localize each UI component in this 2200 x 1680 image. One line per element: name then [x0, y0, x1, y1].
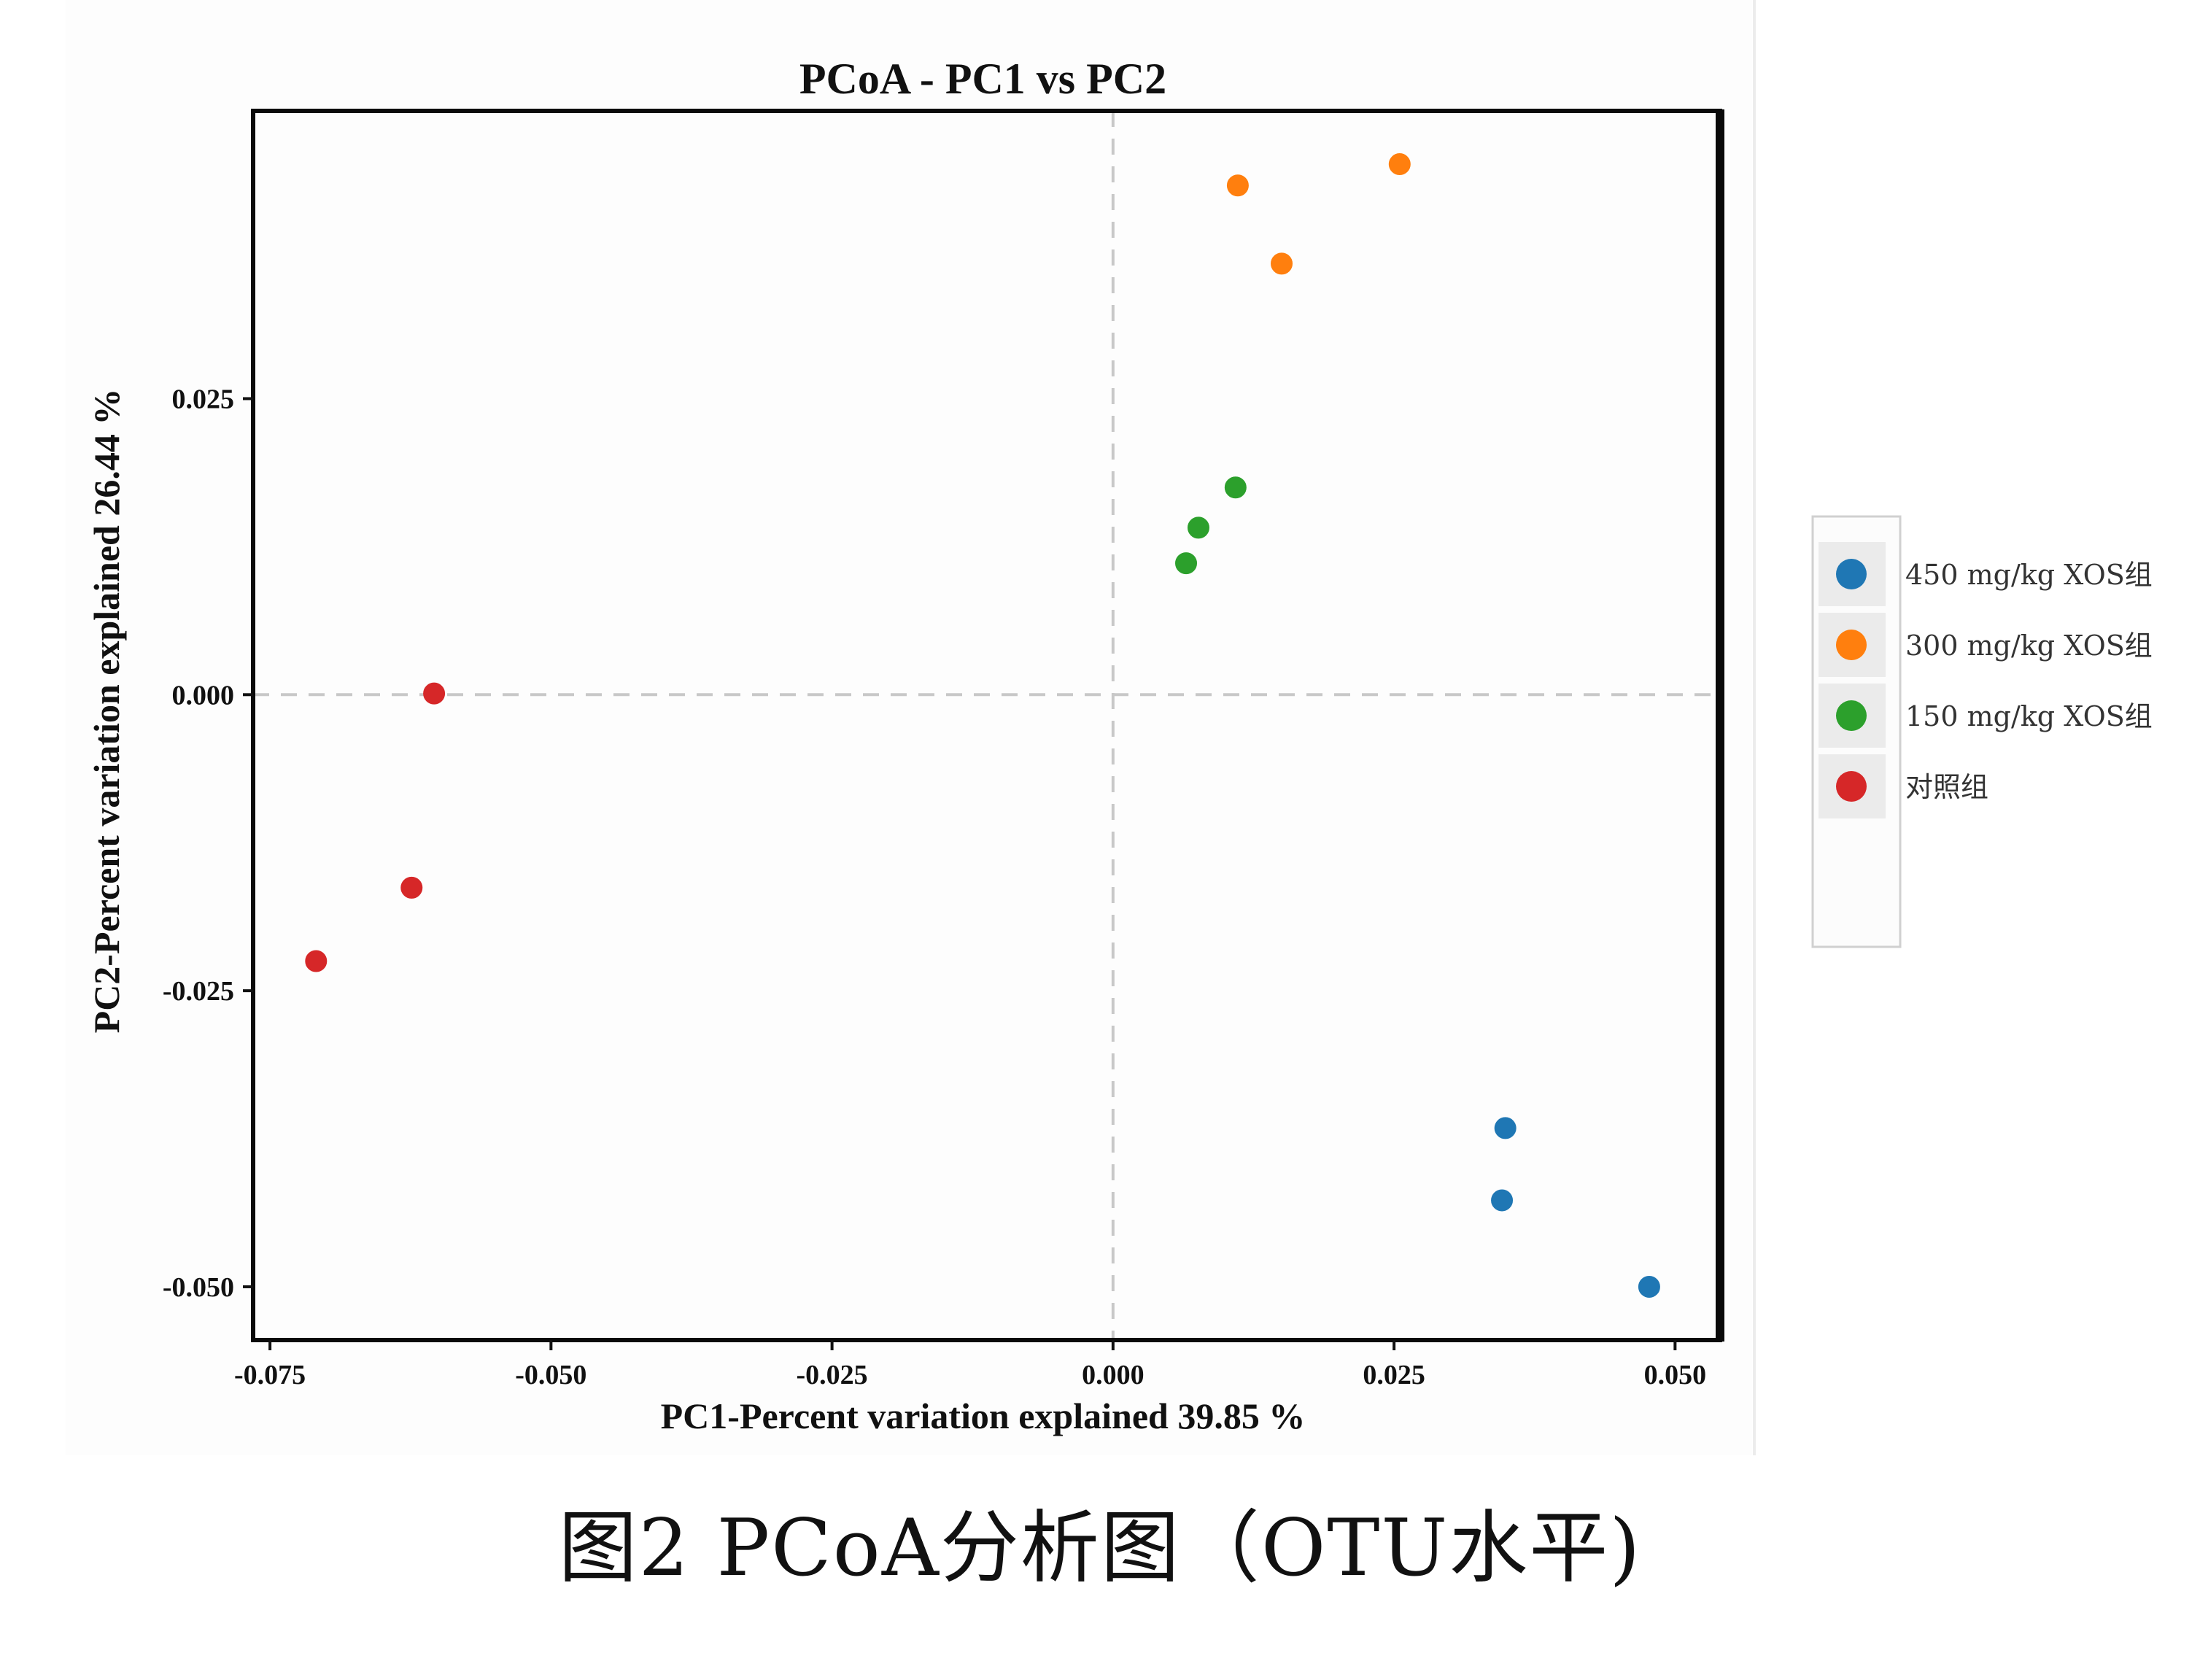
data-point — [1224, 476, 1247, 499]
data-point — [1491, 1189, 1514, 1212]
data-point — [400, 876, 423, 899]
legend-marker — [1836, 700, 1867, 731]
x-tick-label: -0.075 — [234, 1360, 306, 1390]
data-point — [305, 950, 328, 972]
legend-marker — [1836, 771, 1867, 802]
legend-marker — [1836, 559, 1867, 589]
x-tick-label: 0.050 — [1644, 1360, 1707, 1390]
plot-panel — [66, 0, 1752, 1455]
data-point — [1226, 174, 1249, 197]
pcoa-scatter-chart: -0.075 -0.050 -0.025 0.000 0.025 0.050 -0.050 -… — [86, 55, 2153, 1436]
data-point — [1494, 1117, 1517, 1139]
legend-label: 300 mg/kg XOS组 — [1905, 630, 2153, 662]
data-point — [1175, 552, 1198, 575]
data-point — [1638, 1275, 1660, 1298]
data-point — [1187, 516, 1209, 539]
figure-caption: 图2 PCoA分析图（OTU水平) — [558, 1503, 1642, 1594]
y-tick-label: 0.025 — [172, 384, 235, 414]
x-tick-label: -0.025 — [797, 1360, 868, 1390]
legend: 450 mg/kg XOS组 300 mg/kg XOS组 150 mg/kg XO… — [1811, 515, 2153, 948]
y-axis-title: PC2-Percent variation explained 26.44 % — [86, 389, 127, 1034]
legend-label: 150 mg/kg XOS组 — [1905, 700, 2153, 732]
y-tick-label: -0.050 — [163, 1272, 234, 1303]
panel-divider — [1753, 0, 1756, 1455]
x-tick-label: -0.050 — [515, 1360, 586, 1390]
plot-frame — [251, 109, 1722, 1342]
data-point — [1388, 153, 1411, 176]
legend-marker — [1836, 630, 1867, 660]
data-point — [1271, 252, 1293, 275]
y-tick-label: -0.025 — [163, 976, 234, 1007]
x-tick-label: 0.000 — [1082, 1360, 1144, 1390]
legend-label: 450 mg/kg XOS组 — [1905, 559, 2153, 591]
x-axis-title: PC1-Percent variation explained 39.85 % — [661, 1396, 1306, 1436]
x-tick-label: 0.025 — [1363, 1360, 1425, 1390]
chart-title: PCoA - PC1 vs PC2 — [799, 55, 1166, 103]
legend-label: 对照组 — [1905, 771, 1988, 803]
y-tick-label: 0.000 — [172, 680, 235, 711]
data-point — [423, 682, 446, 705]
